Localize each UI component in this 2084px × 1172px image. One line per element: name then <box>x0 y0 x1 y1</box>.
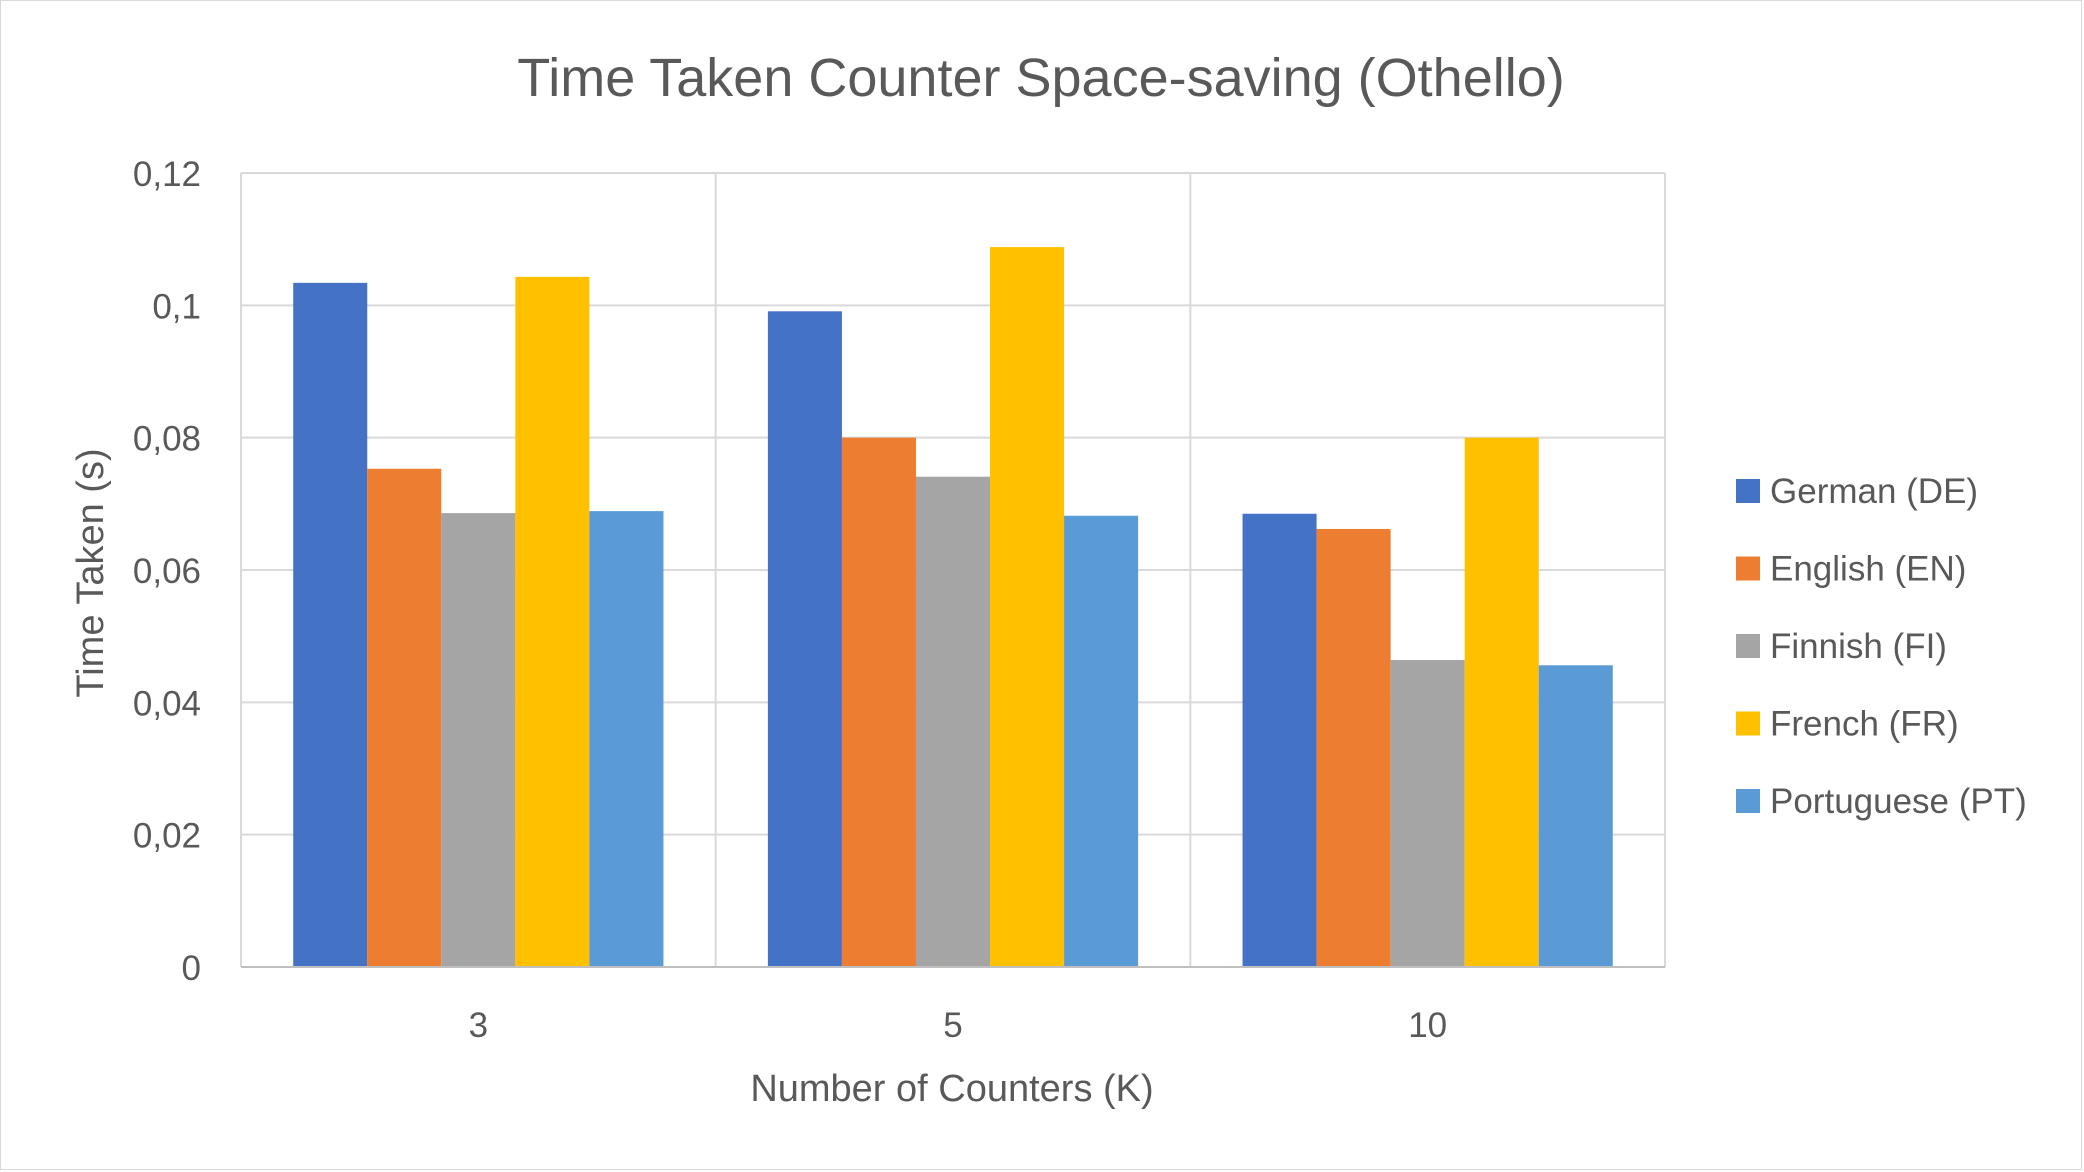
legend-label: Finnish (FI) <box>1770 627 1947 666</box>
bar <box>441 513 516 967</box>
legend-swatch <box>1736 556 1760 581</box>
bar <box>767 311 842 967</box>
legend: German (DE) English (EN) Finnish (FI) Frenc… <box>1736 472 2027 821</box>
bar <box>515 276 590 967</box>
bar <box>367 468 442 967</box>
bar <box>1390 659 1465 967</box>
legend-swatch <box>1736 479 1760 503</box>
legend-swatch <box>1736 634 1760 658</box>
x-tick-label: 10 <box>1408 1006 1447 1045</box>
bar <box>1242 513 1317 967</box>
bar <box>1464 437 1539 968</box>
legend-label: Portuguese (PT) <box>1770 782 2027 821</box>
bar <box>841 437 916 968</box>
x-tick-label: 3 <box>469 1006 488 1045</box>
y-tick-label: 0,04 <box>133 684 201 723</box>
x-axis-title: Number of Counters (K) <box>750 1068 1153 1110</box>
bars <box>293 247 1613 968</box>
bar <box>589 511 664 967</box>
axes: 0 0,02 0,04 0,06 0,08 0,1 0,12 3 5 10 <box>133 155 1665 1045</box>
legend-label: German (DE) <box>1770 472 1978 511</box>
y-tick-label: 0,08 <box>133 420 201 459</box>
legend-swatch <box>1736 711 1760 736</box>
y-tick-label: 0,02 <box>133 817 201 856</box>
x-tick-label: 5 <box>943 1006 962 1045</box>
y-tick-label: 0,06 <box>133 552 201 591</box>
y-tick-label: 0,12 <box>133 155 201 194</box>
legend-swatch <box>1736 789 1760 813</box>
bar <box>1538 665 1613 967</box>
chart-title: Time Taken Counter Space-saving (Othello… <box>517 48 1565 108</box>
bar <box>990 247 1065 967</box>
bar <box>293 282 368 967</box>
y-tick-label: 0 <box>182 949 201 988</box>
legend-label: English (EN) <box>1770 550 1966 589</box>
y-axis-title: Time Taken (s) <box>70 448 112 697</box>
bar <box>1064 515 1139 967</box>
bar <box>1316 528 1391 967</box>
legend-label: French (FR) <box>1770 705 1959 744</box>
bar <box>915 476 991 967</box>
y-tick-label: 0,1 <box>152 287 201 326</box>
